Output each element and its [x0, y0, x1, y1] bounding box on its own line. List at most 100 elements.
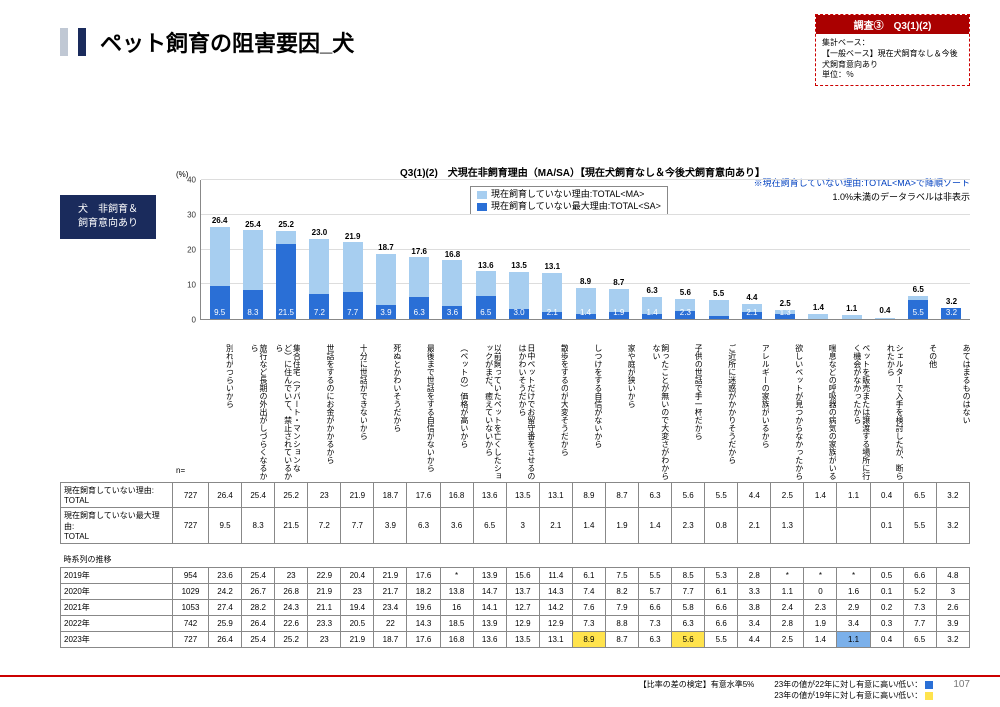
- data-cell: 6.3: [639, 483, 672, 508]
- data-cell: 6.6: [705, 616, 738, 632]
- data-cell: *: [440, 568, 473, 584]
- data-cell: 7.5: [605, 568, 638, 584]
- category-label: 死ぬとかわいそうだから: [367, 344, 400, 480]
- row-label: 現在飼育していない理由:TOTAL: [61, 483, 173, 508]
- data-cell: 13.5: [506, 632, 539, 648]
- category-label: （ペットの）価格が高いから: [434, 344, 467, 480]
- data-cell: 1.1: [837, 483, 870, 508]
- bar-column: 2.113.1: [536, 180, 569, 319]
- data-cell: 1.4: [804, 483, 837, 508]
- category-label: しつけをする自信がないから: [568, 344, 601, 480]
- category-label: 日中ペットだけでお留守番をさせるのはかわいそうだから: [501, 344, 534, 480]
- data-cell: 3.2: [936, 483, 969, 508]
- data-cell: 21.7: [374, 584, 407, 600]
- footer-swatch-22: [925, 681, 933, 689]
- row-n: 727: [173, 483, 209, 508]
- data-cell: 1.6: [837, 584, 870, 600]
- bar-column: 1.32.5: [769, 180, 802, 319]
- data-cell: 1.1: [837, 632, 870, 648]
- data-cell: [804, 508, 837, 544]
- data-cell: 20.5: [341, 616, 374, 632]
- row-n: 727: [173, 508, 209, 544]
- y-axis: 010203040: [170, 180, 196, 320]
- data-cell: [837, 508, 870, 544]
- footer-sig22: 23年の値が22年に対し有意に高い/低い：: [774, 680, 922, 689]
- category-label: ペットを販売または譲渡する場所に行く機会がなかったから: [836, 344, 869, 480]
- data-cell: 21.9: [341, 483, 374, 508]
- data-cell: 13.9: [473, 616, 506, 632]
- data-cell: 21.9: [341, 632, 374, 648]
- data-cell: 19.4: [341, 600, 374, 616]
- data-cell: 0: [804, 584, 837, 600]
- data-cell: 25.4: [242, 483, 275, 508]
- data-cell: 17.6: [407, 483, 440, 508]
- data-cell: 3.9: [936, 616, 969, 632]
- data-cell: 21.1: [308, 600, 341, 616]
- data-cell: 6.6: [639, 600, 672, 616]
- data-cell: 6.6: [705, 600, 738, 616]
- category-label: 世話をするのにお金がかかるから: [300, 344, 333, 480]
- category-label: 飼ったことが無いので大変さがわからない: [635, 344, 668, 480]
- data-cell: 0.1: [870, 584, 903, 600]
- data-cell: 21.5: [275, 508, 308, 544]
- data-cell: 23: [341, 584, 374, 600]
- page-title: ペット飼育の阻害要因_犬: [100, 26, 354, 58]
- data-cell: 2.3: [804, 600, 837, 616]
- data-cell: 3.2: [936, 632, 969, 648]
- data-cell: 17.6: [407, 632, 440, 648]
- bar-column: 3.23.2: [935, 180, 968, 319]
- data-cell: 5.5: [639, 568, 672, 584]
- data-cell: 8.3: [242, 508, 275, 544]
- data-cell: 13.1: [539, 632, 572, 648]
- data-cell: 5.7: [639, 584, 672, 600]
- row-n: 954: [173, 568, 209, 584]
- data-cell: 14.1: [473, 600, 506, 616]
- row-label: 2023年: [61, 632, 173, 648]
- data-cell: 8.9: [572, 632, 605, 648]
- data-cell: 12.9: [506, 616, 539, 632]
- data-cell: 12.7: [506, 600, 539, 616]
- data-cell: 1.9: [804, 616, 837, 632]
- data-cell: 9.5: [209, 508, 242, 544]
- chart-title: Q3(1)(2) 犬現在非飼育理由（MA/SA）【現在犬飼育なし＆今後犬飼育意向…: [400, 164, 765, 179]
- category-label: 別れがつらいから: [200, 344, 233, 480]
- timeseries-table: 時系列の推移2019年95423.625.42322.920.421.917.6…: [60, 550, 970, 648]
- data-cell: 7.9: [605, 600, 638, 616]
- data-cell: 13.7: [506, 584, 539, 600]
- data-cell: 11.4: [539, 568, 572, 584]
- stripe-decor: [78, 28, 86, 56]
- data-cell: 3: [936, 584, 969, 600]
- bar-column: 1.1: [835, 180, 868, 319]
- data-cell: 23: [275, 568, 308, 584]
- category-label: アレルギーの家族がいるから: [736, 344, 769, 480]
- data-cell: 14.7: [473, 584, 506, 600]
- data-cell: 7.4: [572, 584, 605, 600]
- data-cell: 5.6: [672, 483, 705, 508]
- data-cell: *: [771, 568, 804, 584]
- data-cell: 12.9: [539, 616, 572, 632]
- data-cell: 0.4: [870, 632, 903, 648]
- data-cell: 7.7: [341, 508, 374, 544]
- bar-chart: Q3(1)(2) 犬現在非飼育理由（MA/SA）【現在犬飼育なし＆今後犬飼育意向…: [170, 168, 970, 343]
- data-cell: 4.8: [936, 568, 969, 584]
- bar-column: 6.513.6: [469, 180, 502, 319]
- data-cell: 3.3: [738, 584, 771, 600]
- data-cell: 6.1: [705, 584, 738, 600]
- bars-container: 9.526.48.325.421.525.27.223.07.721.93.91…: [200, 180, 970, 320]
- data-cell: 16: [440, 600, 473, 616]
- data-cell: 5.8: [672, 600, 705, 616]
- data-cell: 22.9: [308, 568, 341, 584]
- data-cell: 7.3: [903, 600, 936, 616]
- data-cell: 23.6: [209, 568, 242, 584]
- data-cell: 26.4: [242, 616, 275, 632]
- category-label: あてはまるものはない: [937, 344, 970, 480]
- row-label: 2019年: [61, 568, 173, 584]
- row-label: 2022年: [61, 616, 173, 632]
- survey-body: 集計ベース：【一般ベース】現在犬飼育なし＆今後犬飼育意向あり単位：％: [816, 34, 969, 85]
- row-n: 727: [173, 632, 209, 648]
- data-cell: 17.6: [407, 568, 440, 584]
- row-n: 1029: [173, 584, 209, 600]
- data-cell: 8.5: [672, 568, 705, 584]
- data-cell: 2.6: [936, 600, 969, 616]
- data-cell: 7.6: [572, 600, 605, 616]
